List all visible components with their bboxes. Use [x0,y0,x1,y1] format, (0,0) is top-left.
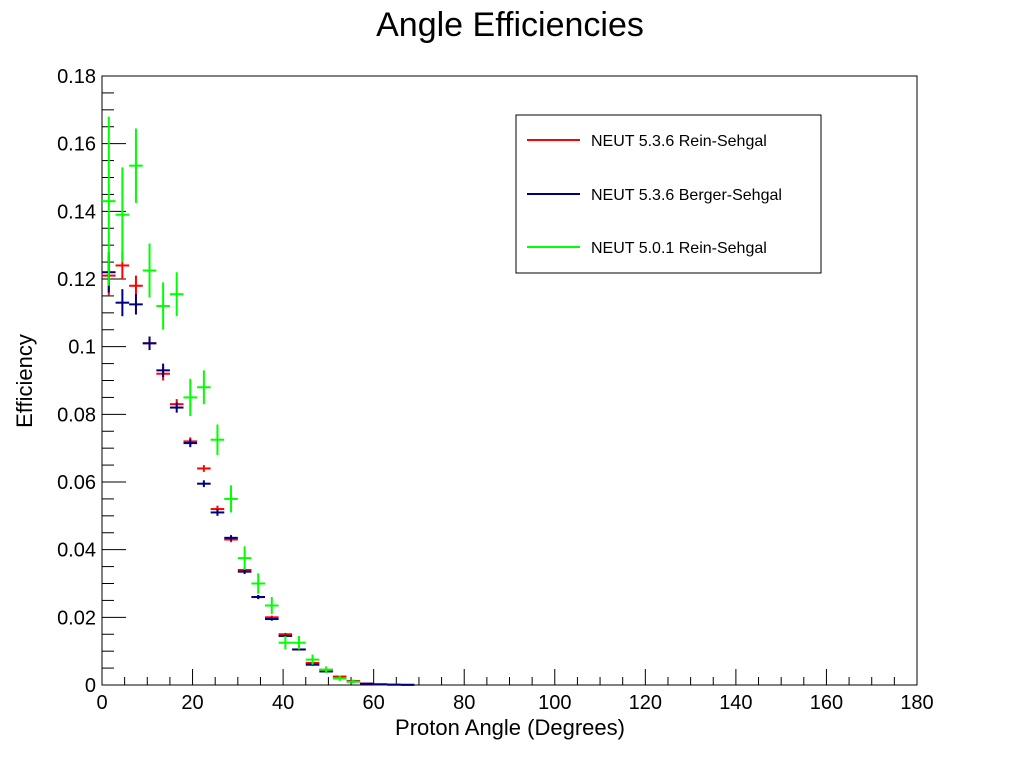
y-tick-label: 0.18 [57,66,96,88]
legend-entry-2: NEUT 5.0.1 Rein-Sehgal [591,240,767,257]
data-point [265,597,279,614]
series-1 [102,251,415,686]
data-point [305,654,320,665]
data-point [169,272,184,317]
data-point [156,282,170,330]
axis-ticks [101,75,918,686]
data-point [224,535,238,541]
data-point [115,289,130,317]
data-point [102,116,116,286]
data-point [373,683,388,686]
legend-entry-1: NEUT 5.3.6 Berger-Sehgal [591,187,782,204]
x-tick-label: 40 [272,692,294,714]
y-tick-label: 0.04 [57,540,96,562]
data-point [346,679,361,684]
legend: NEUT 5.3.6 Rein-Sehgal NEUT 5.3.6 Berger… [515,114,822,274]
y-tick-label: 0.06 [57,472,96,494]
y-tick-label: 0.02 [57,607,96,629]
data-point [142,336,157,351]
tick-labels: 0 20 40 60 80 100 120 140 160 180 0 0.02 0.04 0.06 0.0… [57,66,934,714]
data-point [169,402,184,413]
data-point [129,294,143,315]
chart-title: Angle Efficiencies [376,6,644,44]
data-point [197,465,211,472]
data-point [115,167,130,263]
data-point [129,128,143,203]
y-tick-label: 0.14 [57,201,96,223]
y-tick-label: 0.12 [57,269,96,291]
data-point [237,569,252,575]
y-tick-label: 0.16 [57,134,96,156]
x-tick-label: 120 [629,692,662,714]
data-point [278,635,293,650]
x-axis-label: Proton Angle (Degrees) [395,715,625,740]
y-tick-label: 0 [85,675,96,697]
data-point [237,546,252,570]
data-point [265,617,279,621]
x-tick-label: 0 [96,692,107,714]
legend-entry-0: NEUT 5.3.6 Rein-Sehgal [591,133,767,150]
series-layer [102,116,415,686]
data-point [251,573,265,594]
y-axis-label: Efficiency [12,334,37,428]
x-tick-label: 60 [363,692,385,714]
data-point [197,480,211,488]
series-2 [102,116,361,684]
data-point [210,509,225,516]
data-point [142,243,157,298]
data-point [387,683,401,686]
y-tick-label: 0.08 [57,404,96,426]
x-tick-label: 160 [810,692,843,714]
data-point [360,682,374,685]
data-point [224,485,238,513]
data-point [129,275,143,296]
data-point [332,675,347,681]
series-0 [102,251,415,686]
data-point [319,666,333,674]
x-tick-label: 80 [453,692,475,714]
y-tick-label: 0.1 [68,337,96,359]
data-point [183,378,198,417]
data-point [292,635,306,650]
x-tick-label: 100 [538,692,571,714]
data-point [183,439,198,448]
x-tick-label: 140 [719,692,752,714]
data-point [251,595,265,600]
data-point [197,370,211,405]
x-tick-label: 180 [900,692,933,714]
data-point [210,424,225,455]
data-point [156,363,170,378]
x-tick-label: 20 [181,692,203,714]
